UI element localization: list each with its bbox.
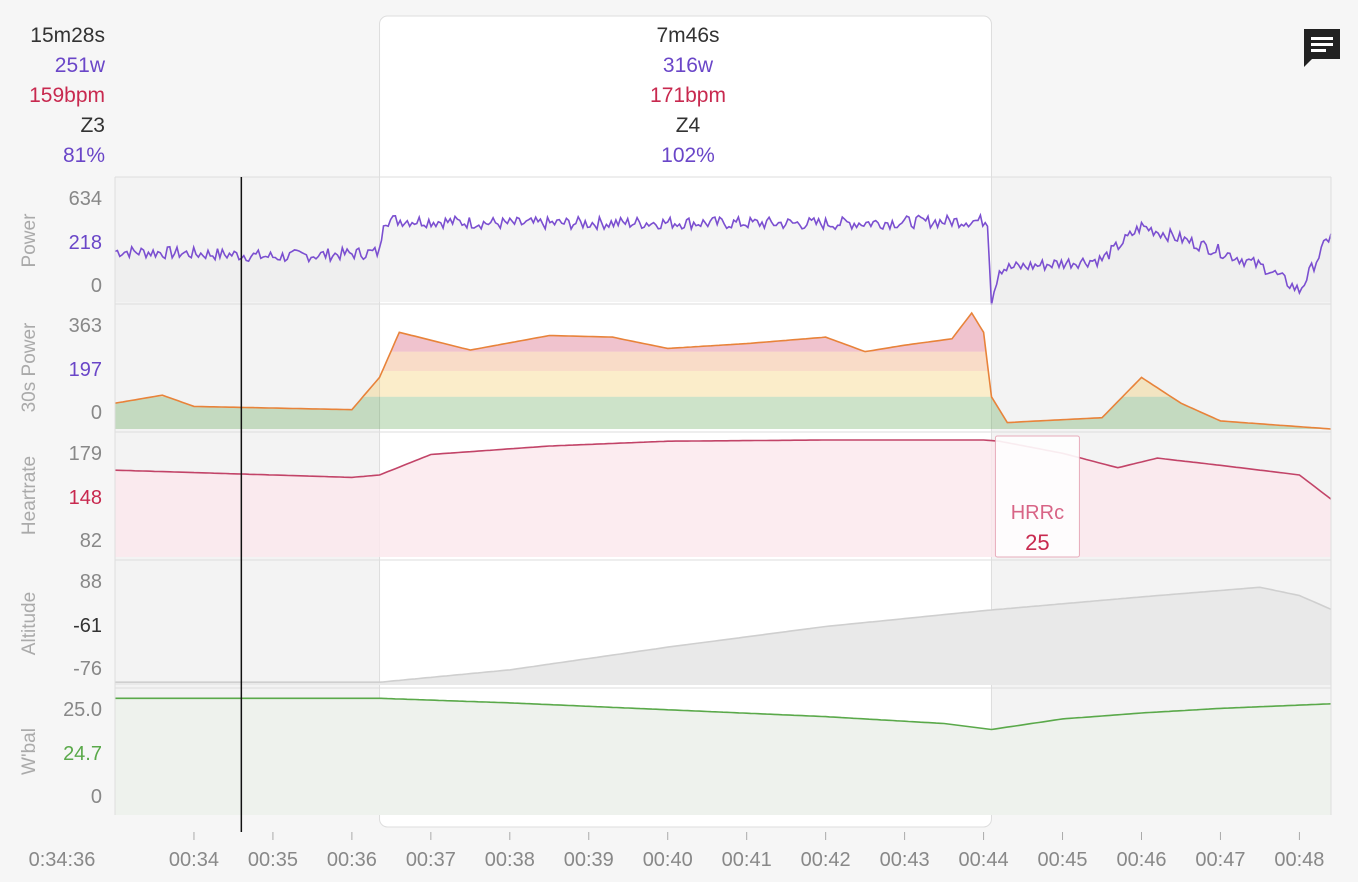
x-tick-label: 00:38 [485,849,535,871]
heartrate-series-line [114,439,1332,500]
summary-selection-power: 316w [662,54,714,77]
axis-title-altitude: Altitude [19,592,40,655]
x-tick-label: 00:46 [1116,849,1166,871]
y-tick-label: 24.7 [63,743,102,765]
summary-selection-percent: 102% [661,144,715,167]
x-tick-label: 00:42 [801,849,851,871]
x-tick-label: 00:47 [1195,849,1245,871]
axis-title-power: Power [19,213,40,268]
x-tick-label: 00:48 [1274,849,1324,871]
altitude-series-line [115,586,1332,683]
y-tick-label: -76 [73,658,102,680]
x-tick-label: 00:41 [722,849,772,871]
wbal-area [115,698,1331,815]
summary-selection-duration: 7m46s [656,24,720,47]
y-tick-label: 0 [91,275,102,297]
axis-title-power30s: 30s Power [19,322,40,412]
x-tick-label: 00:45 [1038,849,1088,871]
summary-selection-heartrate: 171bpm [650,84,726,107]
y-tick-label: 0 [91,786,102,808]
summary-selection-zone: Z4 [675,114,701,137]
axis-title-heartrate: Heartrate [19,456,40,535]
x-tick-label: 00:44 [959,849,1009,871]
y-tick-label: 363 [69,315,102,337]
panel-heartrate[interactable]: Heartrate 179 148 82 HRRc 25 [19,431,1332,558]
y-tick-label: 218 [69,232,102,254]
y-tick-label: 82 [80,530,102,552]
summary-selection: 7m46s 316w 171bpm Z4 102% [383,21,993,171]
power-series-line [114,212,1332,305]
y-tick-label: 634 [69,188,102,210]
x-tick-label: 00:40 [643,849,693,871]
summary-left: 15m28s 251w 159bpm Z3 81% [29,21,105,171]
panel-wbal[interactable]: W'bal 25.0 24.7 0 [19,687,1332,815]
summary-left-heartrate: 159bpm [29,84,105,107]
x-tick-label: 00:43 [880,849,930,871]
y-tick-label: 25.0 [63,699,102,721]
altitude-area [115,587,1331,685]
hrrc-label: HRRc [1011,502,1064,524]
power30s-series-line [114,311,1332,430]
power-area [115,215,1331,305]
x-tick-label: 00:37 [406,849,456,871]
axis-title-wbal: W'bal [19,728,40,775]
summary-left-percent: 81% [62,144,105,167]
x-axis: 0:34:36 00:34 00:35 00:36 00:37 00:38 00:39 00:… [29,832,1324,871]
y-tick-label: 0 [91,402,102,424]
y-tick-label: 179 [69,443,102,465]
hrrc-box [994,435,1080,558]
x-tick-label: 00:36 [327,849,377,871]
y-tick-label: 88 [80,571,102,593]
selection-range[interactable] [379,15,992,828]
x-tick-label: 00:34 [169,849,219,871]
panel-altitude[interactable]: Altitude 88 -61 -76 [19,559,1332,685]
y-tick-label: 197 [69,359,102,381]
summary-left-power: 251w [54,54,105,77]
y-tick-label: 148 [69,487,102,509]
summary-left-zone: Z3 [80,114,105,137]
wbal-series-line [115,697,1332,731]
x-tick-label: 0:34:36 [29,849,96,871]
comment-icon[interactable] [1302,27,1342,67]
x-tick-label: 00:39 [564,849,614,871]
panel-power[interactable]: Power 634 218 0 [19,176,1332,305]
x-tick-label: 00:35 [248,849,298,871]
hrrc-value: 25 [1025,530,1049,555]
y-tick-label: -61 [73,615,102,637]
summary-left-duration: 15m28s [30,24,105,47]
